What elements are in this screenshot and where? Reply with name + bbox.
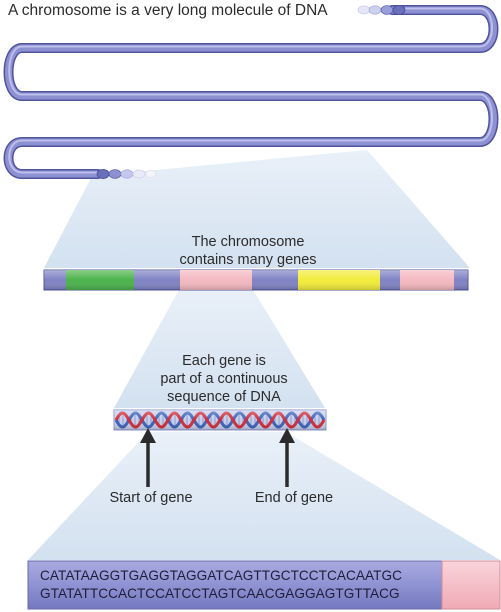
zoom-wedge-sequence xyxy=(28,432,500,560)
gene-label-line2: part of a continuous xyxy=(160,371,288,387)
sequence-line-2: GTATATTCCACTCCATCCTAGTCAACGAGGAGTGTTACG xyxy=(40,586,400,602)
strand-fade-dots-top xyxy=(357,5,406,15)
sequence-line-1-end: ATGC xyxy=(364,568,402,583)
sequence-line-1-main: CATATAAGGTGAGGTAGGATCAGTTGCTCCTCACA xyxy=(40,568,365,583)
strand-fade-dots-bottom xyxy=(96,168,157,179)
chromosome-gene-bar xyxy=(43,269,469,291)
dna-strand xyxy=(3,5,499,179)
gene-label-line1: Each gene is xyxy=(182,353,266,369)
title-label: A chromosome is a very long molecule of … xyxy=(8,2,328,19)
dna-double-helix xyxy=(113,409,327,431)
sequence-line-1: CATATAAGGTGAGGTAGGATCAGTTGCTCCTCACAATGC xyxy=(40,568,402,584)
zoom-wedge-gene xyxy=(114,288,325,408)
chromosome-label-line1: The chromosome xyxy=(191,234,305,250)
zoom-wedge-chromosome xyxy=(44,150,470,268)
chromosome-label-line2: contains many genes xyxy=(179,252,317,268)
gene-label-line3: sequence of DNA xyxy=(167,389,281,405)
arrow-start-of-gene xyxy=(140,428,156,487)
arrow-end-of-gene xyxy=(279,428,295,487)
sequence-line-2-end: TACG xyxy=(362,586,400,601)
sequence-box xyxy=(27,560,501,610)
start-of-gene-label: Start of gene xyxy=(109,490,193,506)
end-of-gene-label: End of gene xyxy=(254,490,334,506)
sequence-line-2-main: GTATATTCCACTCCATCCTAGTCAACGAGGAGTGT xyxy=(40,586,363,601)
